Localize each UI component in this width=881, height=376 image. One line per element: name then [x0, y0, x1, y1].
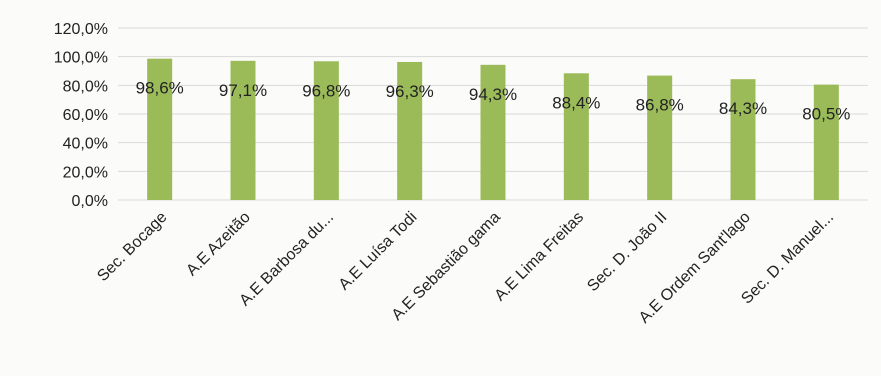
- x-category-label: Sec. Bocage: [94, 209, 170, 285]
- data-label: 96,3%: [386, 82, 434, 101]
- y-tick-label: 60,0%: [63, 107, 108, 124]
- bar: [230, 60, 256, 200]
- bar: [480, 64, 506, 200]
- y-tick-label: 100,0%: [54, 50, 108, 67]
- y-tick-label: 40,0%: [63, 136, 108, 153]
- data-label: 84,3%: [719, 99, 767, 118]
- x-category-label: A.E Azeitão: [183, 209, 254, 280]
- data-label: 88,4%: [552, 93, 600, 112]
- data-label: 80,5%: [802, 105, 850, 124]
- data-label: 86,8%: [636, 96, 684, 115]
- data-label: 96,8%: [302, 81, 350, 100]
- bar: [147, 58, 173, 200]
- x-category-label: A.E Barbosa du...: [236, 209, 337, 310]
- bar: [313, 61, 339, 201]
- y-tick-label: 80,0%: [63, 78, 108, 95]
- y-tick-label: 20,0%: [63, 164, 108, 181]
- bar: [647, 75, 673, 200]
- bar: [813, 84, 839, 200]
- data-label: 94,3%: [469, 85, 517, 104]
- bar: [730, 79, 756, 200]
- y-tick-label: 120,0%: [54, 21, 108, 38]
- x-category-label: Sec. D. Manuel...: [738, 209, 837, 308]
- x-category-label: A.E Lima Freitas: [492, 209, 588, 305]
- data-label: 97,1%: [219, 81, 267, 100]
- bar: [397, 61, 423, 200]
- x-category-label: Sec. D. João II: [584, 209, 670, 295]
- data-label: 98,6%: [136, 79, 184, 98]
- y-tick-label: 0,0%: [72, 193, 108, 210]
- x-category-label: A.E Luísa Todi: [336, 209, 421, 294]
- bar: [563, 73, 589, 200]
